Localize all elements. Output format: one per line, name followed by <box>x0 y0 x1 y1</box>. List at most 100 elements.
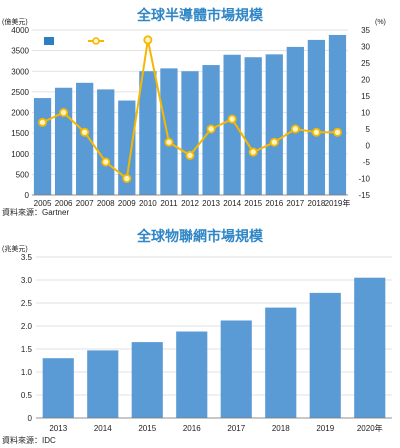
chart1-x-tick-label: 2012 <box>181 199 199 208</box>
chart1-right-tick-label: -5 <box>363 158 371 167</box>
chart2-y-tick-label: 0.5 <box>21 391 33 400</box>
chart2-x-tick-label: 2016 <box>183 424 201 433</box>
chart1-left-tick-label: 0 <box>25 191 30 200</box>
chart2-y-tick-label: 3.0 <box>21 276 33 285</box>
chart2-x-tick-label: 2019 <box>316 424 334 433</box>
chart1-growth-marker <box>101 157 111 167</box>
chart2-y-tick-label: 2.5 <box>21 299 33 308</box>
chart2-title: 全球物聯網市場規模 <box>136 228 264 245</box>
chart1-left-tick-label: 2500 <box>11 88 29 97</box>
chart2-x-tick-label: 2014 <box>94 424 112 433</box>
chart1-right-tick-label: 10 <box>361 109 370 118</box>
chart1-growth-marker <box>185 150 195 160</box>
chart1-x-tick-label: 2005 <box>34 199 52 208</box>
chart2-bar <box>265 307 297 418</box>
chart1-bar <box>181 71 199 195</box>
chart2-x-tick-label: 2013 <box>49 424 67 433</box>
chart1-source: 資料來源：Gartner <box>2 207 69 217</box>
chart1-growth-marker <box>122 173 132 183</box>
chart2-bar <box>87 350 119 418</box>
chart2-y-tick-label: 1.5 <box>21 345 33 354</box>
chart1-x-tick-label: 2017 <box>286 199 304 208</box>
chart2-y-tick-label: 3.5 <box>21 253 33 262</box>
chart2-bar <box>176 331 208 418</box>
chart1-right-tick-label: 5 <box>366 125 371 134</box>
chart1-right-axis-unit: (%) <box>375 19 386 26</box>
chart1-x-tick-label: 2007 <box>76 199 94 208</box>
chart2-source: 資料來源：IDC <box>2 435 56 445</box>
chart2-axis-unit: (兆美元) <box>2 244 28 253</box>
chart2-y-tick-label: 2.0 <box>21 322 33 331</box>
chart1-x-tick-label: 2009 <box>118 199 136 208</box>
chart1-right-tick-label: 15 <box>361 92 370 101</box>
chart1-legend-bar-label: 產值 <box>58 35 76 46</box>
chart1-right-tick-label: 20 <box>361 76 370 85</box>
chart1-growth-marker <box>227 114 237 124</box>
chart1-x-tick-label: 2015 <box>244 199 262 208</box>
chart1-right-tick-label: 25 <box>361 59 370 68</box>
chart1-bar <box>244 57 262 195</box>
chart1-left-tick-label: 1000 <box>11 150 29 159</box>
chart1-x-tick-label: 2008 <box>97 199 115 208</box>
chart1-right-tick-label: 0 <box>366 142 371 151</box>
chart1-growth-marker <box>269 137 279 147</box>
chart1-growth-marker <box>248 147 258 157</box>
chart1-bar <box>328 34 347 196</box>
chart2-x-tick-label: 2017 <box>227 424 245 433</box>
chart2-x-tick-label: 2020年 <box>357 423 383 433</box>
chart1-right-tick-label: 35 <box>361 26 370 35</box>
chart2-bar <box>354 277 386 418</box>
chart1-bar <box>307 39 326 196</box>
chart1-bar <box>139 71 157 195</box>
chart1-bar <box>286 46 304 195</box>
chart2-y-tick-label: 1.0 <box>21 368 33 377</box>
chart2-plot: 0 0.5 1.0 1.5 2.0 2.5 3.0 3.5 2013 2014 2015 2016 20… <box>21 253 392 433</box>
chart1-bar <box>97 89 115 195</box>
chart1-bar <box>54 87 73 195</box>
chart1-growth-marker <box>164 137 174 147</box>
chart1-growth-marker <box>80 127 90 137</box>
chart1-bar <box>160 68 178 195</box>
chart1-right-tick-label: -10 <box>358 175 370 184</box>
chart1-left-tick-label: 1500 <box>11 129 29 138</box>
chart1-bar <box>118 100 136 195</box>
chart1-x-tick-label: 2014 <box>223 199 241 208</box>
chart1-x-tick-label: 2019年 <box>325 198 351 208</box>
chart1-bar <box>265 54 283 196</box>
chart1-growth-marker <box>311 127 321 137</box>
chart1-legend-marker-swatch <box>92 37 100 45</box>
chart1-bar <box>76 82 94 195</box>
chart1-left-axis-unit: (億美元) <box>2 17 28 26</box>
chart1-growth-marker <box>290 124 300 134</box>
chart2-bar <box>220 320 252 418</box>
chart2-bar <box>42 358 74 418</box>
chart1-title: 全球半導體市場規模 <box>136 7 264 24</box>
chart1-growth-marker <box>332 127 342 137</box>
chart1-left-tick-label: 4000 <box>11 26 29 35</box>
chart2-bar <box>309 292 341 418</box>
chart1-growth-marker <box>38 117 48 127</box>
chart2-bar <box>131 342 163 418</box>
chart1-plot: 0 500 1000 1500 2000 2500 3000 3500 4000 -15 -10 -5… <box>11 26 370 208</box>
chart1-left-tick-label: 3500 <box>11 47 29 56</box>
chart1-x-tick-label: 2010 <box>139 199 157 208</box>
chart1-growth-marker <box>59 108 69 118</box>
chart1-bar <box>33 98 52 195</box>
chart1-left-tick-label: 500 <box>16 170 30 179</box>
chart1-bar <box>223 54 241 195</box>
chart1-right-tick-label: 30 <box>361 43 370 52</box>
chart1-x-tick-label: 2018 <box>308 199 326 208</box>
chart1-x-tick-label: 2011 <box>160 199 178 208</box>
chart1-legend-bar-swatch <box>44 37 54 45</box>
chart2-x-tick-label: 2018 <box>272 424 290 433</box>
chart1-x-tick-label: 2013 <box>202 199 220 208</box>
chart1-left-tick-label: 3000 <box>11 67 29 76</box>
chart1-growth-marker <box>143 35 153 45</box>
chart2-x-tick-label: 2015 <box>138 424 156 433</box>
chart1-left-tick-label: 2000 <box>11 109 29 118</box>
chart1-legend-line-label: 成長率 <box>108 35 135 46</box>
chart1-growth-marker <box>206 124 216 134</box>
chart2-y-tick-label: 0 <box>28 414 33 423</box>
